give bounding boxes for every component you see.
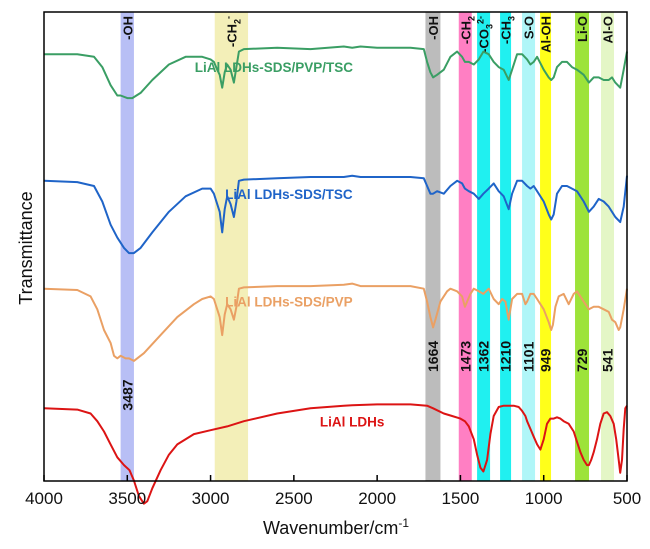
band-5 (500, 12, 512, 481)
band-label-8: Li-O (575, 16, 590, 42)
x-tick-label: 3500 (108, 489, 146, 508)
band-label-2: -OH (426, 16, 441, 40)
x-axis-title-main: Wavenumber/cm (263, 518, 398, 538)
x-axis-title-sup: -1 (398, 516, 409, 530)
band-label-sub: 2 (232, 19, 242, 24)
series-labels: LiAl LDHs-SDS/PVP/TSC LiAl LDHs-SDS/TSC Li… (195, 60, 385, 429)
band-9 (601, 12, 615, 481)
series-line-2 (43, 282, 628, 362)
band-label-5: -CH3 (499, 16, 517, 44)
band-label-1: -CH2- (223, 16, 242, 47)
series-label-1: LiAl LDHs-SDS/TSC (225, 187, 353, 202)
series-line-0 (44, 45, 628, 100)
band-label-sup: - (223, 16, 233, 19)
band-label-main: -CO (477, 29, 492, 53)
series-label-0: LiAl LDHs-SDS/PVP/TSC (195, 60, 354, 75)
band-label-sub: 3 (507, 16, 517, 21)
band-label-0: -OH (120, 16, 135, 40)
band-2 (425, 12, 441, 481)
band-labels: -OH -CH2- -OH -CH2-CO32--CH3 S-O Al-OH Li-O Al-… (120, 16, 615, 53)
band-0 (120, 12, 134, 481)
peak-label-729: 729 (574, 348, 590, 372)
x-tick-label: 3000 (192, 489, 230, 508)
band-label-4: -CO32- (476, 16, 495, 53)
x-tick-label: 1500 (442, 489, 480, 508)
band-label-sup: 2- (476, 16, 486, 24)
band-label-main: -CH (458, 21, 473, 44)
x-tick-label: 2000 (358, 489, 396, 508)
band-label-sub: 3 (485, 24, 495, 29)
peak-label-1210: 1210 (498, 341, 514, 372)
band-3 (458, 12, 472, 481)
plot-frame (43, 11, 628, 482)
x-tick-label: 500 (613, 489, 641, 508)
series-layer (43, 45, 628, 505)
peak-label-1362: 1362 (476, 341, 492, 372)
y-axis-title: Transmittance (16, 191, 36, 304)
x-tick-label: 4000 (25, 489, 63, 508)
series-line-3 (43, 403, 628, 505)
band-label-main: -CH (224, 24, 239, 47)
peak-label-1473: 1473 (457, 341, 473, 372)
peak-label-949: 949 (538, 348, 554, 372)
band-8 (575, 12, 590, 481)
x-tick-label: 1000 (525, 489, 563, 508)
peak-labels: 3487 1664 1473 1362 1210 1101 949 729 541 (119, 341, 615, 411)
band-label-main: -CH (499, 21, 514, 44)
band-label-3: -CH2 (458, 16, 476, 44)
band-label-6: S-O (522, 16, 537, 39)
peak-label-1664: 1664 (425, 341, 441, 372)
band-layer (120, 12, 615, 481)
x-tick-label: 2500 (275, 489, 313, 508)
peak-label-541: 541 (600, 348, 616, 372)
band-1 (214, 12, 249, 481)
series-label-2: LiAl LDHs-SDS/PVP (225, 295, 353, 310)
band-label-9: Al-O (601, 16, 616, 43)
series-label-3: LiAl LDHs (320, 414, 385, 429)
band-7 (540, 12, 552, 481)
band-6 (522, 12, 536, 481)
peak-label-3487: 3487 (119, 379, 135, 410)
series-line-1 (43, 174, 628, 255)
peak-label-1101: 1101 (521, 341, 537, 372)
x-axis-ticks: 4000 3500 3000 2500 2000 1500 1000 500 (25, 475, 641, 508)
band-4 (477, 12, 491, 481)
band-label-sub: 2 (466, 16, 476, 21)
band-label-7: Al-OH (539, 16, 554, 53)
x-axis-title: Wavenumber/cm-1 (263, 516, 409, 538)
